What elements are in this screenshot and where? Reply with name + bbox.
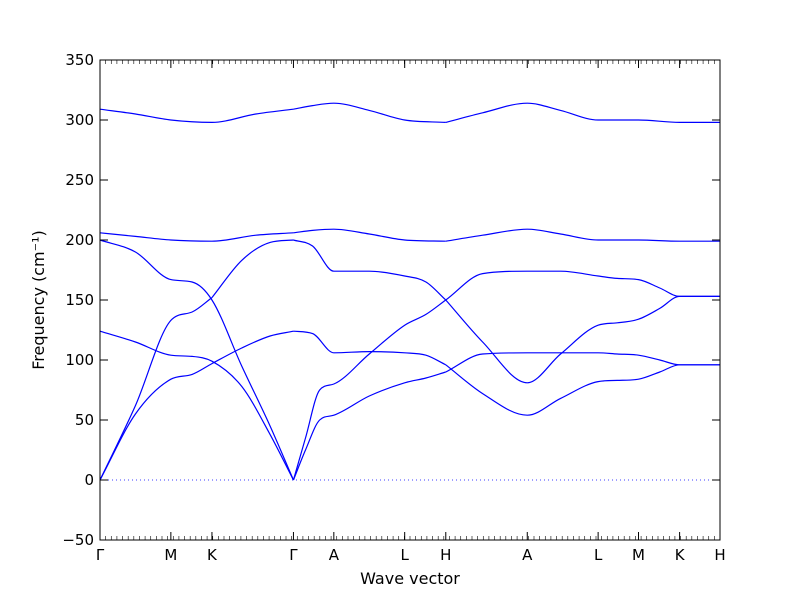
branch-line-1 [99,297,213,481]
y-axis-label: Frequency (cm⁻¹) [29,230,48,369]
phonon-branches [99,102,720,481]
y-tick-label: 300 [65,111,94,129]
branch-line-2 [211,239,294,298]
y-tick-label: 250 [65,171,94,189]
y-tick-label: −50 [62,531,94,549]
branch-line-12 [293,102,446,123]
y-tick-label: 150 [65,291,94,309]
x-tick-label: M [632,546,645,564]
x-tick-label: L [594,546,603,564]
y-tick-label: 100 [65,351,94,369]
branch-line-8 [292,299,447,481]
branch-line-15 [445,364,720,416]
branch-line-3 [99,330,294,481]
x-tick-label: H [714,546,725,564]
minor-x-ticks [105,60,715,540]
plot-frame [99,59,721,541]
branch-line-18 [445,102,720,123]
x-axis-label: Wave vector [360,569,460,588]
branch-line-13 [445,352,720,373]
branch-line-7 [292,371,446,481]
branch-line-4 [99,239,294,481]
x-tick-label: A [329,546,340,564]
branch-line-5 [99,232,294,242]
y-tick-label: 200 [65,231,94,249]
y-tick-label: 50 [75,411,94,429]
y-axis-ticks: −50 0 50 100 150 200 250 300 350 [62,51,720,549]
branch-line-11 [293,228,446,242]
x-tick-label: Γ [96,546,105,564]
branch-line-10 [293,239,447,301]
x-tick-label: Γ [289,546,298,564]
branch-line-9 [293,330,447,366]
x-tick-label: K [207,546,218,564]
x-tick-label: L [401,546,410,564]
branch-line-17 [445,228,720,242]
x-tick-label: H [440,546,451,564]
branch-line-6 [99,108,294,124]
branch-line-0 [99,330,294,481]
branch-line-14 [445,270,720,301]
x-tick-label: A [522,546,533,564]
y-tick-label: 0 [84,471,94,489]
branch-line-16 [445,295,720,384]
x-tick-label: M [164,546,177,564]
y-tick-label: 350 [65,51,94,69]
x-tick-label: K [675,546,686,564]
